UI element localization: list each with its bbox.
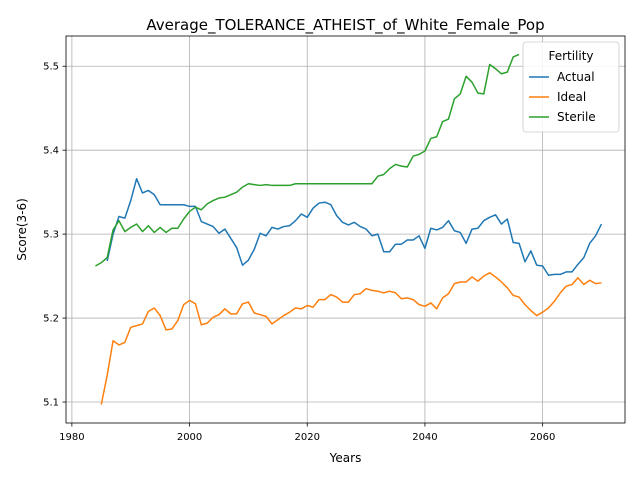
- y-tick-label: 5.3: [43, 230, 59, 241]
- plot-frame: [65, 35, 626, 424]
- chart-title: Average_TOLERANCE_ATHEIST_of_White_Femal…: [146, 16, 544, 35]
- series-line-sterile: [95, 53, 520, 267]
- x-tick-label: 2060: [530, 432, 555, 443]
- y-tick-label: 5.2: [43, 314, 59, 325]
- series-lines: [95, 53, 603, 405]
- legend-entries: Actual Ideal Sterile: [529, 70, 596, 124]
- legend-label-actual: Actual: [557, 70, 595, 84]
- legend-box: [522, 41, 620, 133]
- y-tick-label: 5.4: [43, 146, 59, 157]
- legend-label-sterile: Sterile: [557, 110, 596, 124]
- x-tick-label: 2000: [177, 432, 202, 443]
- axis-ticks: 1980 2000 2020 2040 2060 5.1 5.2 5.3 5.4 5.5: [43, 62, 555, 443]
- series-line-actual: [106, 177, 603, 276]
- x-tick-label: 2040: [412, 432, 437, 443]
- legend: Fertility Actual Ideal Sterile: [522, 41, 620, 133]
- x-axis-label: Years: [329, 451, 362, 465]
- x-tick-label: 1980: [59, 432, 84, 443]
- x-tick-label: 2020: [295, 432, 320, 443]
- legend-label-ideal: Ideal: [557, 90, 586, 104]
- legend-title: Fertility: [548, 49, 593, 63]
- series-line-ideal: [100, 271, 602, 405]
- y-axis-label: Score(3-6): [15, 198, 29, 261]
- y-tick-label: 5.5: [43, 62, 59, 73]
- y-tick-label: 5.1: [43, 398, 59, 409]
